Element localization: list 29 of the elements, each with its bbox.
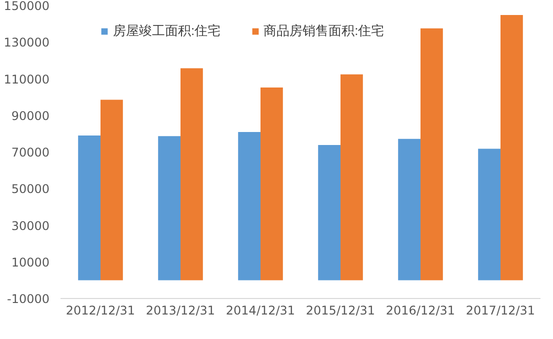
bar (100, 100, 123, 280)
y-tick-label: 10000 (11, 255, 50, 270)
x-tick-label: 2017/12/31 (466, 304, 536, 318)
bar (340, 74, 363, 280)
y-tick-label: 130000 (4, 36, 50, 50)
legend-label: 商品房销售面积:住宅 (264, 22, 384, 40)
x-tick-label: 2012/12/31 (66, 304, 136, 318)
bar (238, 132, 260, 280)
bar (158, 136, 180, 280)
x-tick-label: 2013/12/31 (146, 304, 216, 318)
bar (500, 15, 523, 280)
bar (78, 136, 100, 280)
bar (318, 145, 340, 280)
bar (478, 148, 500, 280)
y-tick-label: -10000 (6, 292, 50, 306)
bar (260, 88, 283, 280)
y-tick-label: 50000 (11, 182, 50, 196)
bar (420, 28, 443, 280)
legend-label: 房屋竣工面积:住宅 (113, 22, 221, 40)
y-tick-label: 70000 (11, 146, 50, 160)
x-tick-label: 2014/12/31 (226, 304, 296, 318)
x-tick-label: 2016/12/31 (386, 304, 456, 318)
bar (398, 138, 420, 280)
bar (180, 68, 203, 280)
y-tick-label: 90000 (11, 108, 50, 123)
y-tick-label: 150000 (4, 0, 50, 13)
y-tick-label: 30000 (11, 218, 50, 233)
y-tick-label: 110000 (4, 72, 50, 86)
x-tick-label: 2015/12/31 (306, 304, 376, 318)
